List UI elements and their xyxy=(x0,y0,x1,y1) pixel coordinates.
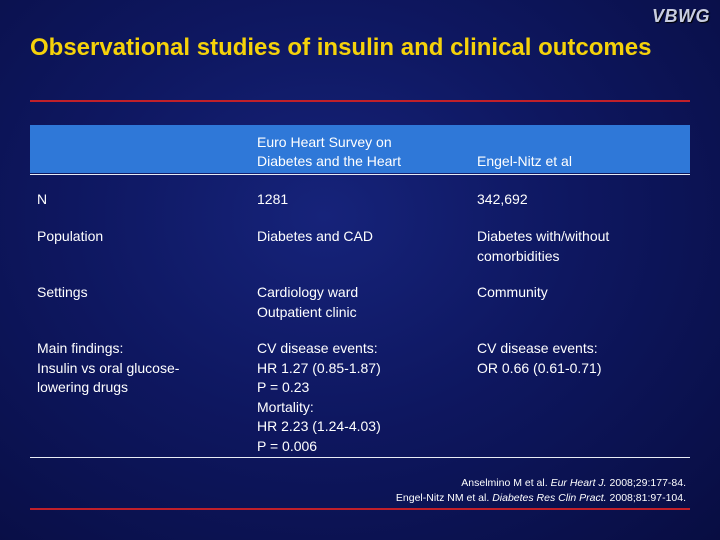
cell-settings-engel: Community xyxy=(477,283,548,303)
cell-line: Population xyxy=(37,228,104,244)
reference-1: Anselmino M et al. Eur Heart J. 2008;29:… xyxy=(396,476,686,491)
cell-n-engel: 342,692 xyxy=(477,190,528,210)
cell-line: lowering drugs xyxy=(37,379,129,395)
header-line: Euro Heart Survey on xyxy=(257,134,392,150)
header-euro-heart-survey: Euro Heart Survey on Diabetes and the He… xyxy=(257,133,401,171)
header-line: Diabetes and the Heart xyxy=(257,153,401,169)
table-header: Euro Heart Survey on Diabetes and the He… xyxy=(30,125,690,173)
cell-line: Diabetes with/without xyxy=(477,228,610,244)
cell-n-euro: 1281 xyxy=(257,190,288,210)
cell-line: P = 0.23 xyxy=(257,379,310,395)
footer-divider xyxy=(30,508,690,510)
cell-line: Insulin vs oral glucose- xyxy=(37,359,180,376)
cell-line: CV disease events: xyxy=(477,340,598,356)
slide-title: Observational studies of insulin and cli… xyxy=(30,34,652,61)
cell-line: Main findings: xyxy=(37,340,124,356)
ref-authors: Anselmino M et al. xyxy=(461,477,548,489)
cell-line: HR 1.27 (0.85-1.87) xyxy=(257,359,381,376)
ref-details: 2008;81:97-104. xyxy=(609,492,686,504)
cell-line: Mortality: xyxy=(257,398,314,415)
ref-details: 2008;29:177-84. xyxy=(609,477,686,489)
cell-line: OR 0.66 (0.61-0.71) xyxy=(477,359,602,376)
references: Anselmino M et al. Eur Heart J. 2008;29:… xyxy=(396,476,686,506)
title-divider xyxy=(30,100,690,102)
cell-line: Cardiology ward xyxy=(257,284,359,300)
cell-population-euro: Diabetes and CAD xyxy=(257,227,373,247)
header-engel-nitz: Engel-Nitz et al xyxy=(477,152,572,171)
cell-population-engel: Diabetes with/without comorbidities xyxy=(477,227,609,266)
cell-line: comorbidities xyxy=(477,247,560,264)
row-label-main-findings: Main findings: Insulin vs oral glucose- … xyxy=(37,339,247,398)
row-label-settings: Settings xyxy=(37,283,247,303)
header-line: Engel-Nitz et al xyxy=(477,153,572,169)
row-label-n: N xyxy=(37,190,247,210)
cell-line: P = 0.006 xyxy=(257,437,318,454)
cell-line: CV disease events: xyxy=(257,340,378,356)
cell-line: N xyxy=(37,191,48,207)
cell-findings-euro: CV disease events: HR 1.27 (0.85-1.87) P… xyxy=(257,339,381,456)
cell-findings-engel: CV disease events: OR 0.66 (0.61-0.71) xyxy=(477,339,602,378)
cell-line: 342,692 xyxy=(477,191,528,207)
ref-journal: Eur Heart J. xyxy=(550,477,607,489)
ref-authors: Engel-Nitz NM et al. xyxy=(395,492,490,504)
table-bottom-line xyxy=(30,457,690,458)
cell-line: Diabetes and CAD xyxy=(257,228,373,244)
row-label-population: Population xyxy=(37,227,247,247)
cell-settings-euro: Cardiology ward Outpatient clinic xyxy=(257,283,358,322)
cell-line: HR 2.23 (1.24-4.03) xyxy=(257,418,381,434)
cell-line: Outpatient clinic xyxy=(257,303,357,320)
reference-2: Engel-Nitz NM et al. Diabetes Res Clin P… xyxy=(396,491,686,506)
header-underline xyxy=(30,174,690,175)
cell-line: Settings xyxy=(37,284,88,300)
cell-line: Community xyxy=(477,284,548,300)
ref-journal: Diabetes Res Clin Pract. xyxy=(492,492,607,504)
cell-line: 1281 xyxy=(257,191,289,207)
vbwg-logo: VBWG xyxy=(652,6,710,26)
